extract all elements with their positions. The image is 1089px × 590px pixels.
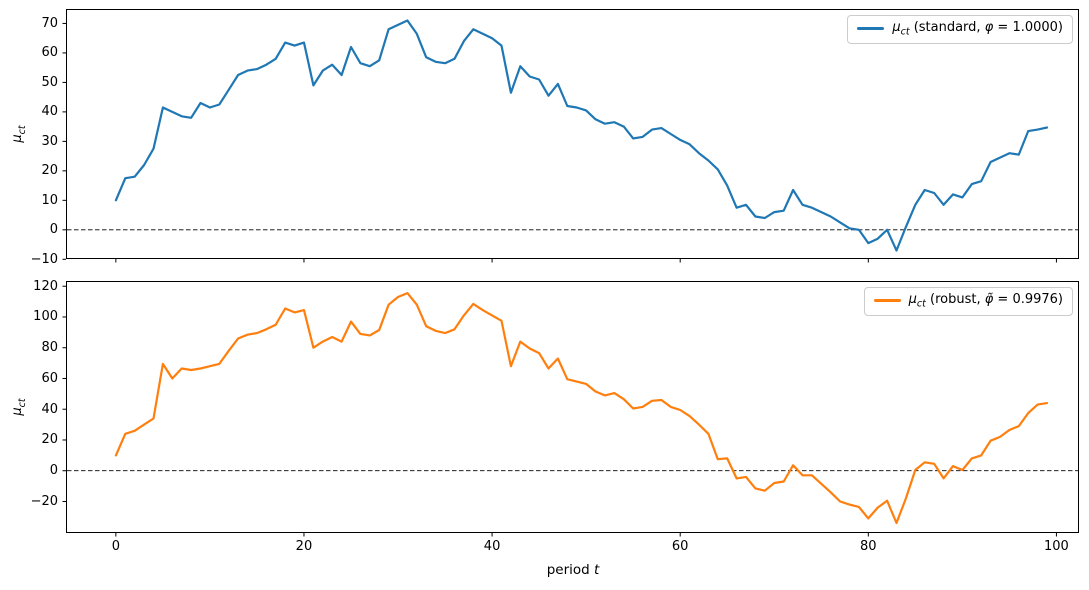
y-tick-label: 40 bbox=[41, 401, 58, 417]
axes-frame bbox=[66, 9, 1079, 259]
y-tick-label: 20 bbox=[41, 432, 58, 448]
x-tick-label: 20 bbox=[295, 539, 313, 554]
x-axis-label: period t bbox=[546, 562, 600, 578]
data-line-standard bbox=[114, 19, 1049, 252]
bottom-axes: μct (robust, φ̃ = 0.9976) bbox=[62, 281, 1079, 537]
y-tick-label: 20 bbox=[41, 163, 58, 179]
legend-label-robust: μct (robust, φ̃ = 0.9976) bbox=[908, 292, 1063, 310]
y-tick-label: 30 bbox=[41, 133, 58, 149]
y-tick-label: 0 bbox=[49, 463, 58, 479]
legend-robust: μct (robust, φ̃ = 0.9976) bbox=[863, 287, 1073, 316]
x-tick-label: 60 bbox=[671, 539, 689, 554]
y-tick-label: 60 bbox=[41, 370, 58, 386]
y-tick-label: 120 bbox=[33, 278, 58, 294]
data-line-robust bbox=[114, 292, 1049, 525]
legend-label-standard: μct (standard, φ = 1.0000) bbox=[892, 20, 1063, 38]
x-tick-label: 80 bbox=[860, 539, 877, 554]
y-tick-label: 50 bbox=[41, 74, 58, 90]
legend-line-sample-standard bbox=[857, 27, 885, 31]
x-tick-label: 100 bbox=[1044, 539, 1069, 554]
x-tick-label: 0 bbox=[111, 539, 120, 554]
axes-frame bbox=[66, 281, 1079, 533]
robust-line-chart bbox=[62, 281, 1079, 537]
top-axes: μct (standard, φ = 1.0000) bbox=[62, 9, 1079, 263]
x-tick-label: 40 bbox=[483, 539, 501, 554]
standard-line-chart bbox=[62, 9, 1079, 263]
y-tick-label: 60 bbox=[41, 45, 58, 61]
y-tick-label: 70 bbox=[41, 15, 58, 31]
y-tick-label: −20 bbox=[30, 493, 58, 509]
y-tick-label: 80 bbox=[41, 340, 58, 356]
legend-line-sample-robust bbox=[873, 299, 901, 303]
y-tick-label: 10 bbox=[41, 192, 58, 208]
legend-standard: μct (standard, φ = 1.0000) bbox=[847, 15, 1073, 44]
y-tick-label: 100 bbox=[33, 309, 58, 325]
y-tick-label: 40 bbox=[41, 104, 58, 120]
y-tick-label: −10 bbox=[30, 251, 58, 267]
y-tick-label: 0 bbox=[49, 222, 58, 238]
